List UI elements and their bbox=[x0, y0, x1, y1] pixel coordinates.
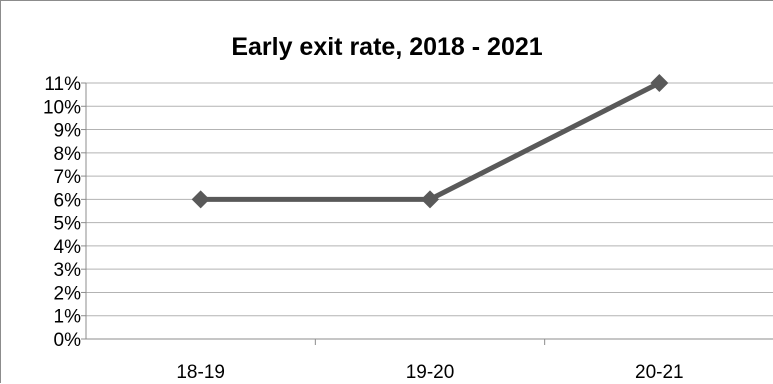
y-tick-label: 1% bbox=[54, 307, 82, 328]
y-tick-label: 3% bbox=[54, 260, 82, 281]
axes bbox=[81, 82, 773, 345]
y-tick-label: 2% bbox=[54, 283, 82, 304]
data-point-marker bbox=[191, 190, 210, 209]
y-tick-label: 4% bbox=[54, 237, 82, 258]
y-tick-label: 7% bbox=[54, 167, 82, 188]
chart-title: Early exit rate, 2018 - 2021 bbox=[231, 33, 543, 61]
y-tick-label: 9% bbox=[54, 121, 82, 142]
x-tick-label: 18-19 bbox=[176, 362, 225, 383]
y-tick-label: 6% bbox=[54, 190, 82, 211]
y-tick-label: 10% bbox=[43, 97, 81, 118]
x-tick-label: 19-20 bbox=[406, 362, 455, 383]
series bbox=[191, 74, 669, 209]
data-point-marker bbox=[650, 74, 669, 92]
x-tick-label: 20-21 bbox=[635, 362, 684, 383]
y-tick-label: 0% bbox=[54, 330, 82, 351]
series-line bbox=[198, 80, 662, 202]
y-tick-label: 5% bbox=[54, 214, 82, 235]
y-tick-labels: 0%1% 2%3%4%5% 6%7%8%9% 10%11% bbox=[43, 74, 81, 351]
y-tick-label: 11% bbox=[44, 74, 81, 95]
y-tick-label: 8% bbox=[54, 144, 82, 165]
data-point-marker bbox=[421, 190, 439, 209]
x-tick-labels: 18-19 19-20 20-21 bbox=[176, 362, 683, 383]
